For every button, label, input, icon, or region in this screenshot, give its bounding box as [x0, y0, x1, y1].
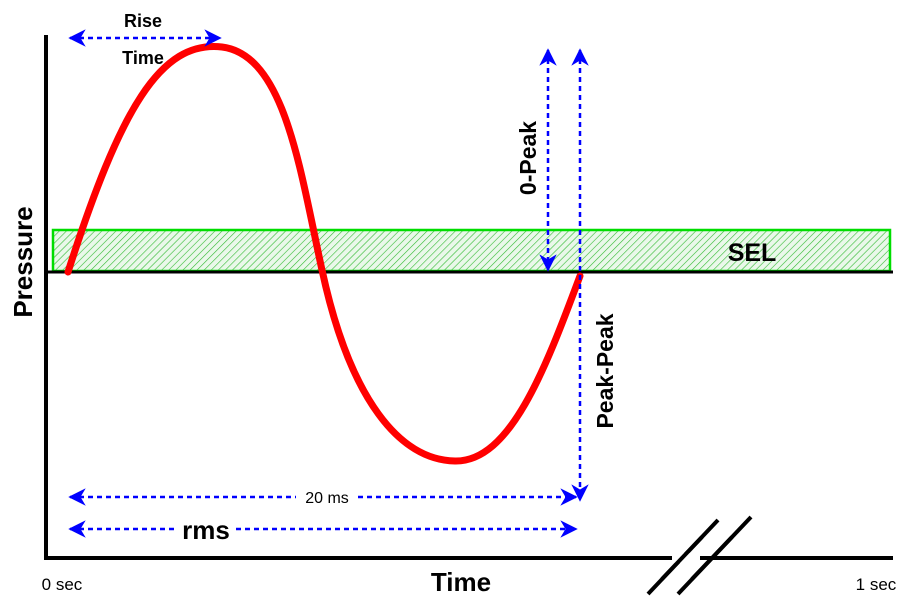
zero-peak-label: 0-Peak: [515, 121, 541, 195]
rise-time-label-line1: Rise: [124, 11, 162, 31]
y-axis-label: Pressure: [8, 206, 38, 317]
x-end-label: 1 sec: [856, 575, 897, 594]
rise-time-label-line2: Time: [122, 48, 164, 68]
sel-label: SEL: [728, 239, 777, 267]
peak-peak-label: Peak-Peak: [592, 313, 618, 428]
rms-label: rms: [182, 515, 230, 545]
x-axis-label: Time: [431, 567, 491, 597]
duration-label: 20 ms: [305, 490, 349, 507]
x-start-label: 0 sec: [42, 575, 83, 594]
